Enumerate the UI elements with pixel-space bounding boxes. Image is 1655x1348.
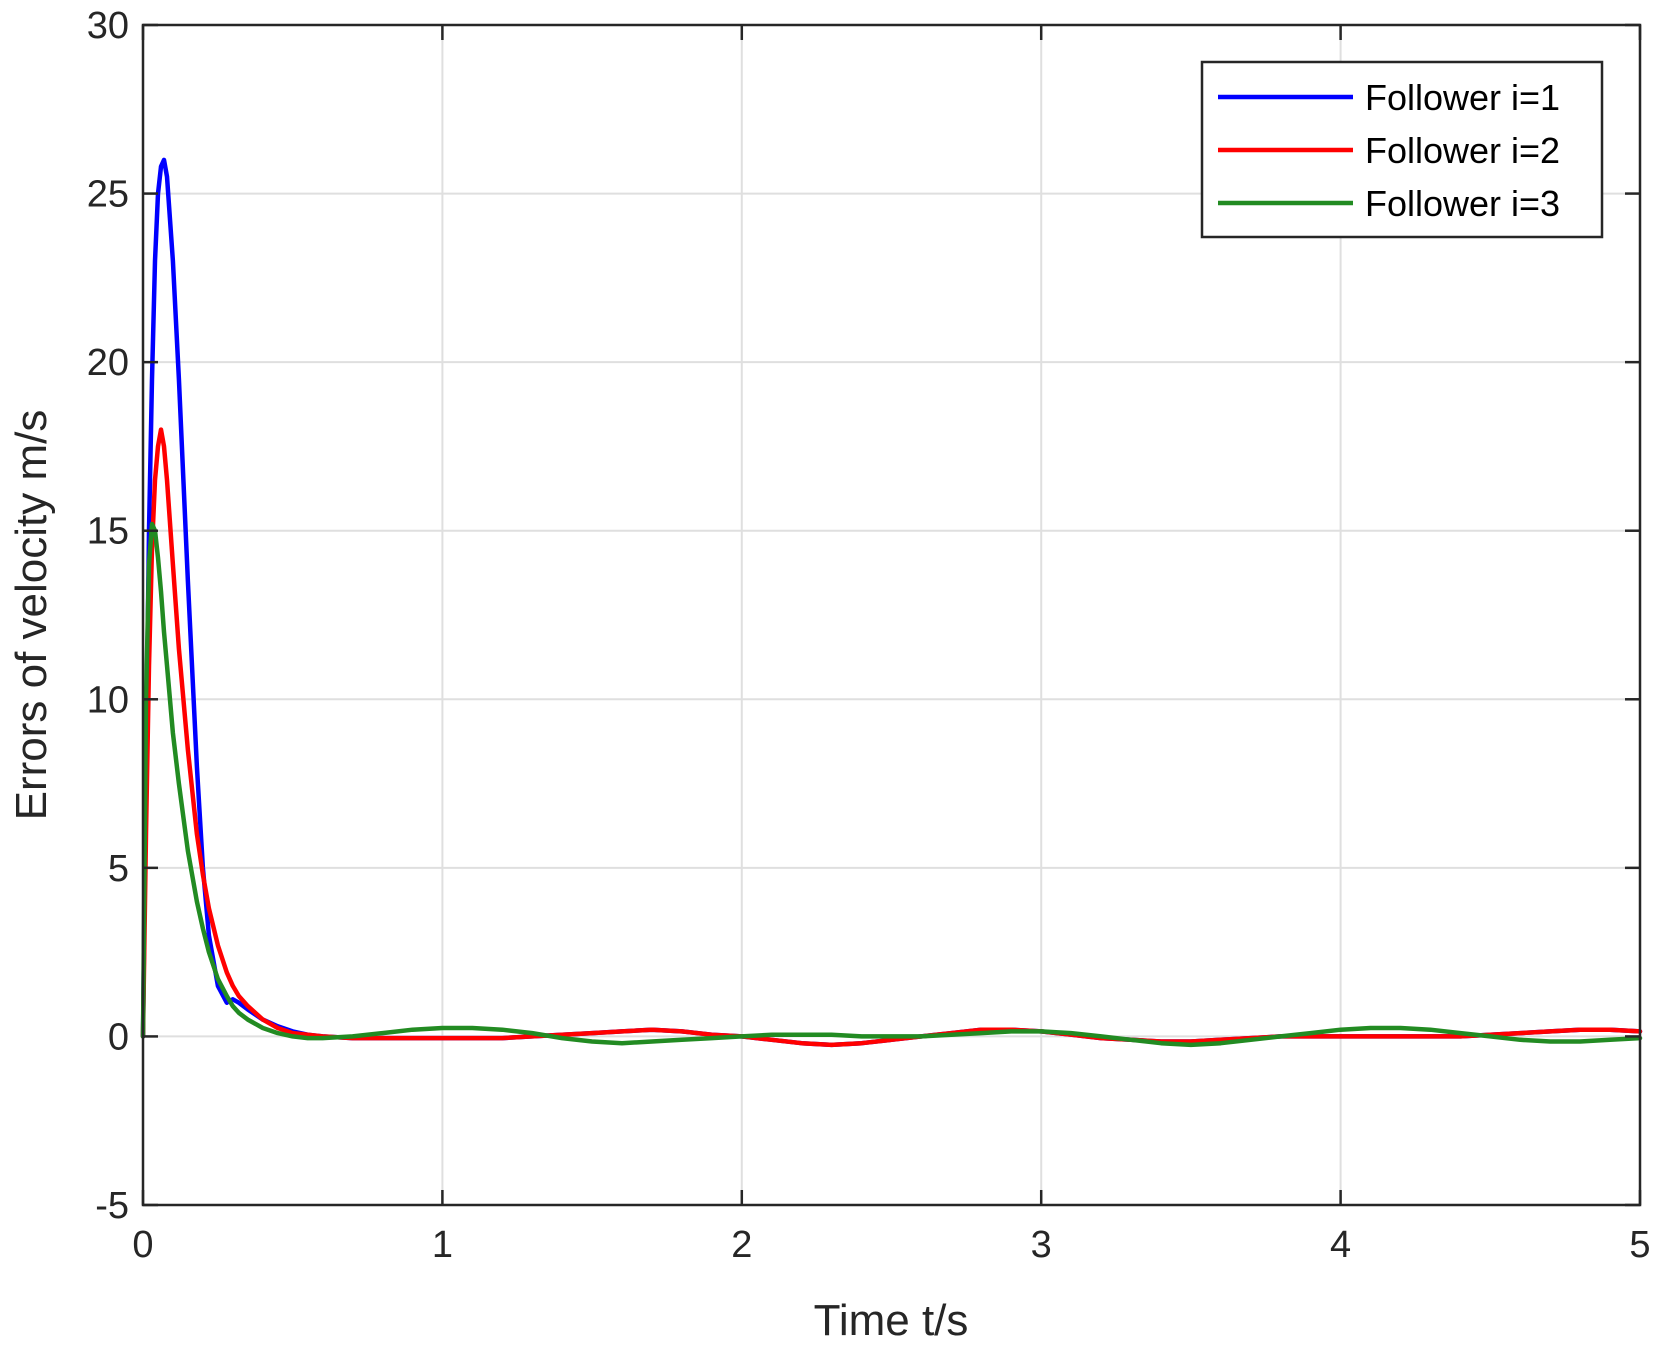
x-tick-label: 3 [1031, 1224, 1052, 1266]
axes-box [141, 23, 1642, 1207]
series-lines [140, 157, 1643, 1048]
series-line-3 [140, 521, 1643, 1048]
x-tick-label: 1 [432, 1224, 453, 1266]
legend-label-2: Follower i=2 [1365, 130, 1560, 171]
x-tick-label: 5 [1629, 1224, 1650, 1266]
y-tick-label: 25 [87, 174, 129, 216]
y-tick-label: 30 [87, 5, 129, 47]
y-tick-label: -5 [95, 1185, 129, 1227]
y-tick-label: 0 [108, 1016, 129, 1058]
legend-items: Follower i=1 Follower i=2 Follower i=3 [1218, 77, 1560, 224]
y-tick-label: 10 [87, 679, 129, 721]
y-axis-label: Errors of velocity m/s [7, 410, 56, 821]
legend-label-1: Follower i=1 [1365, 77, 1560, 118]
y-tick-label: 20 [87, 342, 129, 384]
y-tick-label: 15 [87, 511, 129, 553]
legend: Follower i=1 Follower i=2 Follower i=3 [1200, 60, 1604, 239]
x-axis-label: Time t/s [814, 1296, 969, 1345]
x-tick-label: 0 [132, 1224, 153, 1266]
y-tick-label: 5 [108, 848, 129, 890]
x-tick-label: 4 [1330, 1224, 1351, 1266]
axis-ticks [141, 23, 1642, 1207]
legend-label-3: Follower i=3 [1365, 183, 1560, 224]
x-tick-label: 2 [731, 1224, 752, 1266]
